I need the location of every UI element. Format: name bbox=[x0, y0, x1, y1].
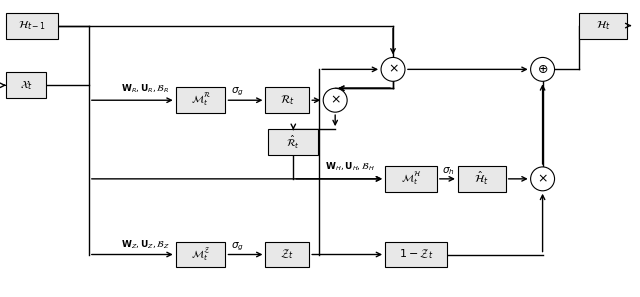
Text: $\times$: $\times$ bbox=[388, 63, 398, 76]
Text: $\sigma_g$: $\sigma_g$ bbox=[232, 86, 244, 99]
Bar bbox=[268, 129, 318, 155]
Bar bbox=[385, 166, 437, 192]
Circle shape bbox=[531, 167, 554, 191]
Text: $\mathcal{Z}_{t}$: $\mathcal{Z}_{t}$ bbox=[280, 248, 294, 261]
Bar bbox=[6, 72, 46, 98]
Text: $1-\mathcal{Z}_{t}$: $1-\mathcal{Z}_{t}$ bbox=[399, 248, 433, 261]
Bar bbox=[458, 166, 506, 192]
Text: $\sigma_g$: $\sigma_g$ bbox=[232, 240, 244, 253]
Bar bbox=[175, 241, 225, 267]
Text: $\mathcal{R}_{t}$: $\mathcal{R}_{t}$ bbox=[280, 93, 295, 107]
Text: $\mathbf{W}_{Z}, \mathbf{U}_{Z}, \mathcal{B}_{Z}$: $\mathbf{W}_{Z}, \mathbf{U}_{Z}, \mathca… bbox=[121, 238, 170, 251]
Bar bbox=[175, 87, 225, 113]
Text: $\hat{\mathcal{H}}_{t}$: $\hat{\mathcal{H}}_{t}$ bbox=[474, 170, 489, 187]
Text: $\mathcal{H}_{t-1}$: $\mathcal{H}_{t-1}$ bbox=[18, 19, 46, 32]
Text: $\mathcal{M}^{\mathcal{Z}}_t$: $\mathcal{M}^{\mathcal{Z}}_t$ bbox=[191, 246, 211, 263]
Text: $\mathcal{M}^{\mathcal{H}}_t$: $\mathcal{M}^{\mathcal{H}}_t$ bbox=[401, 171, 421, 187]
Text: $\mathbf{W}_{H}, \mathbf{U}_{H}, \mathcal{B}_{H}$: $\mathbf{W}_{H}, \mathbf{U}_{H}, \mathca… bbox=[325, 161, 375, 173]
Text: $\times$: $\times$ bbox=[537, 172, 548, 185]
Text: $\hat{\mathcal{R}}_{t}$: $\hat{\mathcal{R}}_{t}$ bbox=[286, 133, 300, 151]
Text: $\sigma_h$: $\sigma_h$ bbox=[442, 165, 454, 177]
Text: $\times$: $\times$ bbox=[330, 94, 340, 107]
Text: $\mathcal{X}_{t}$: $\mathcal{X}_{t}$ bbox=[20, 78, 33, 92]
Text: $\oplus$: $\oplus$ bbox=[537, 63, 548, 76]
Circle shape bbox=[531, 57, 554, 81]
Text: $\mathcal{M}^{\mathcal{R}}_t$: $\mathcal{M}^{\mathcal{R}}_t$ bbox=[191, 92, 211, 108]
Circle shape bbox=[323, 88, 347, 112]
Text: $\mathbf{W}_{R}, \mathbf{U}_{R}, \mathcal{B}_{R}$: $\mathbf{W}_{R}, \mathbf{U}_{R}, \mathca… bbox=[121, 82, 169, 94]
Bar bbox=[579, 13, 627, 39]
Text: $\mathcal{H}_{t}$: $\mathcal{H}_{t}$ bbox=[596, 19, 611, 32]
Bar bbox=[266, 87, 309, 113]
Bar bbox=[385, 241, 447, 267]
Bar bbox=[6, 13, 58, 39]
Circle shape bbox=[381, 57, 405, 81]
Bar bbox=[266, 241, 309, 267]
